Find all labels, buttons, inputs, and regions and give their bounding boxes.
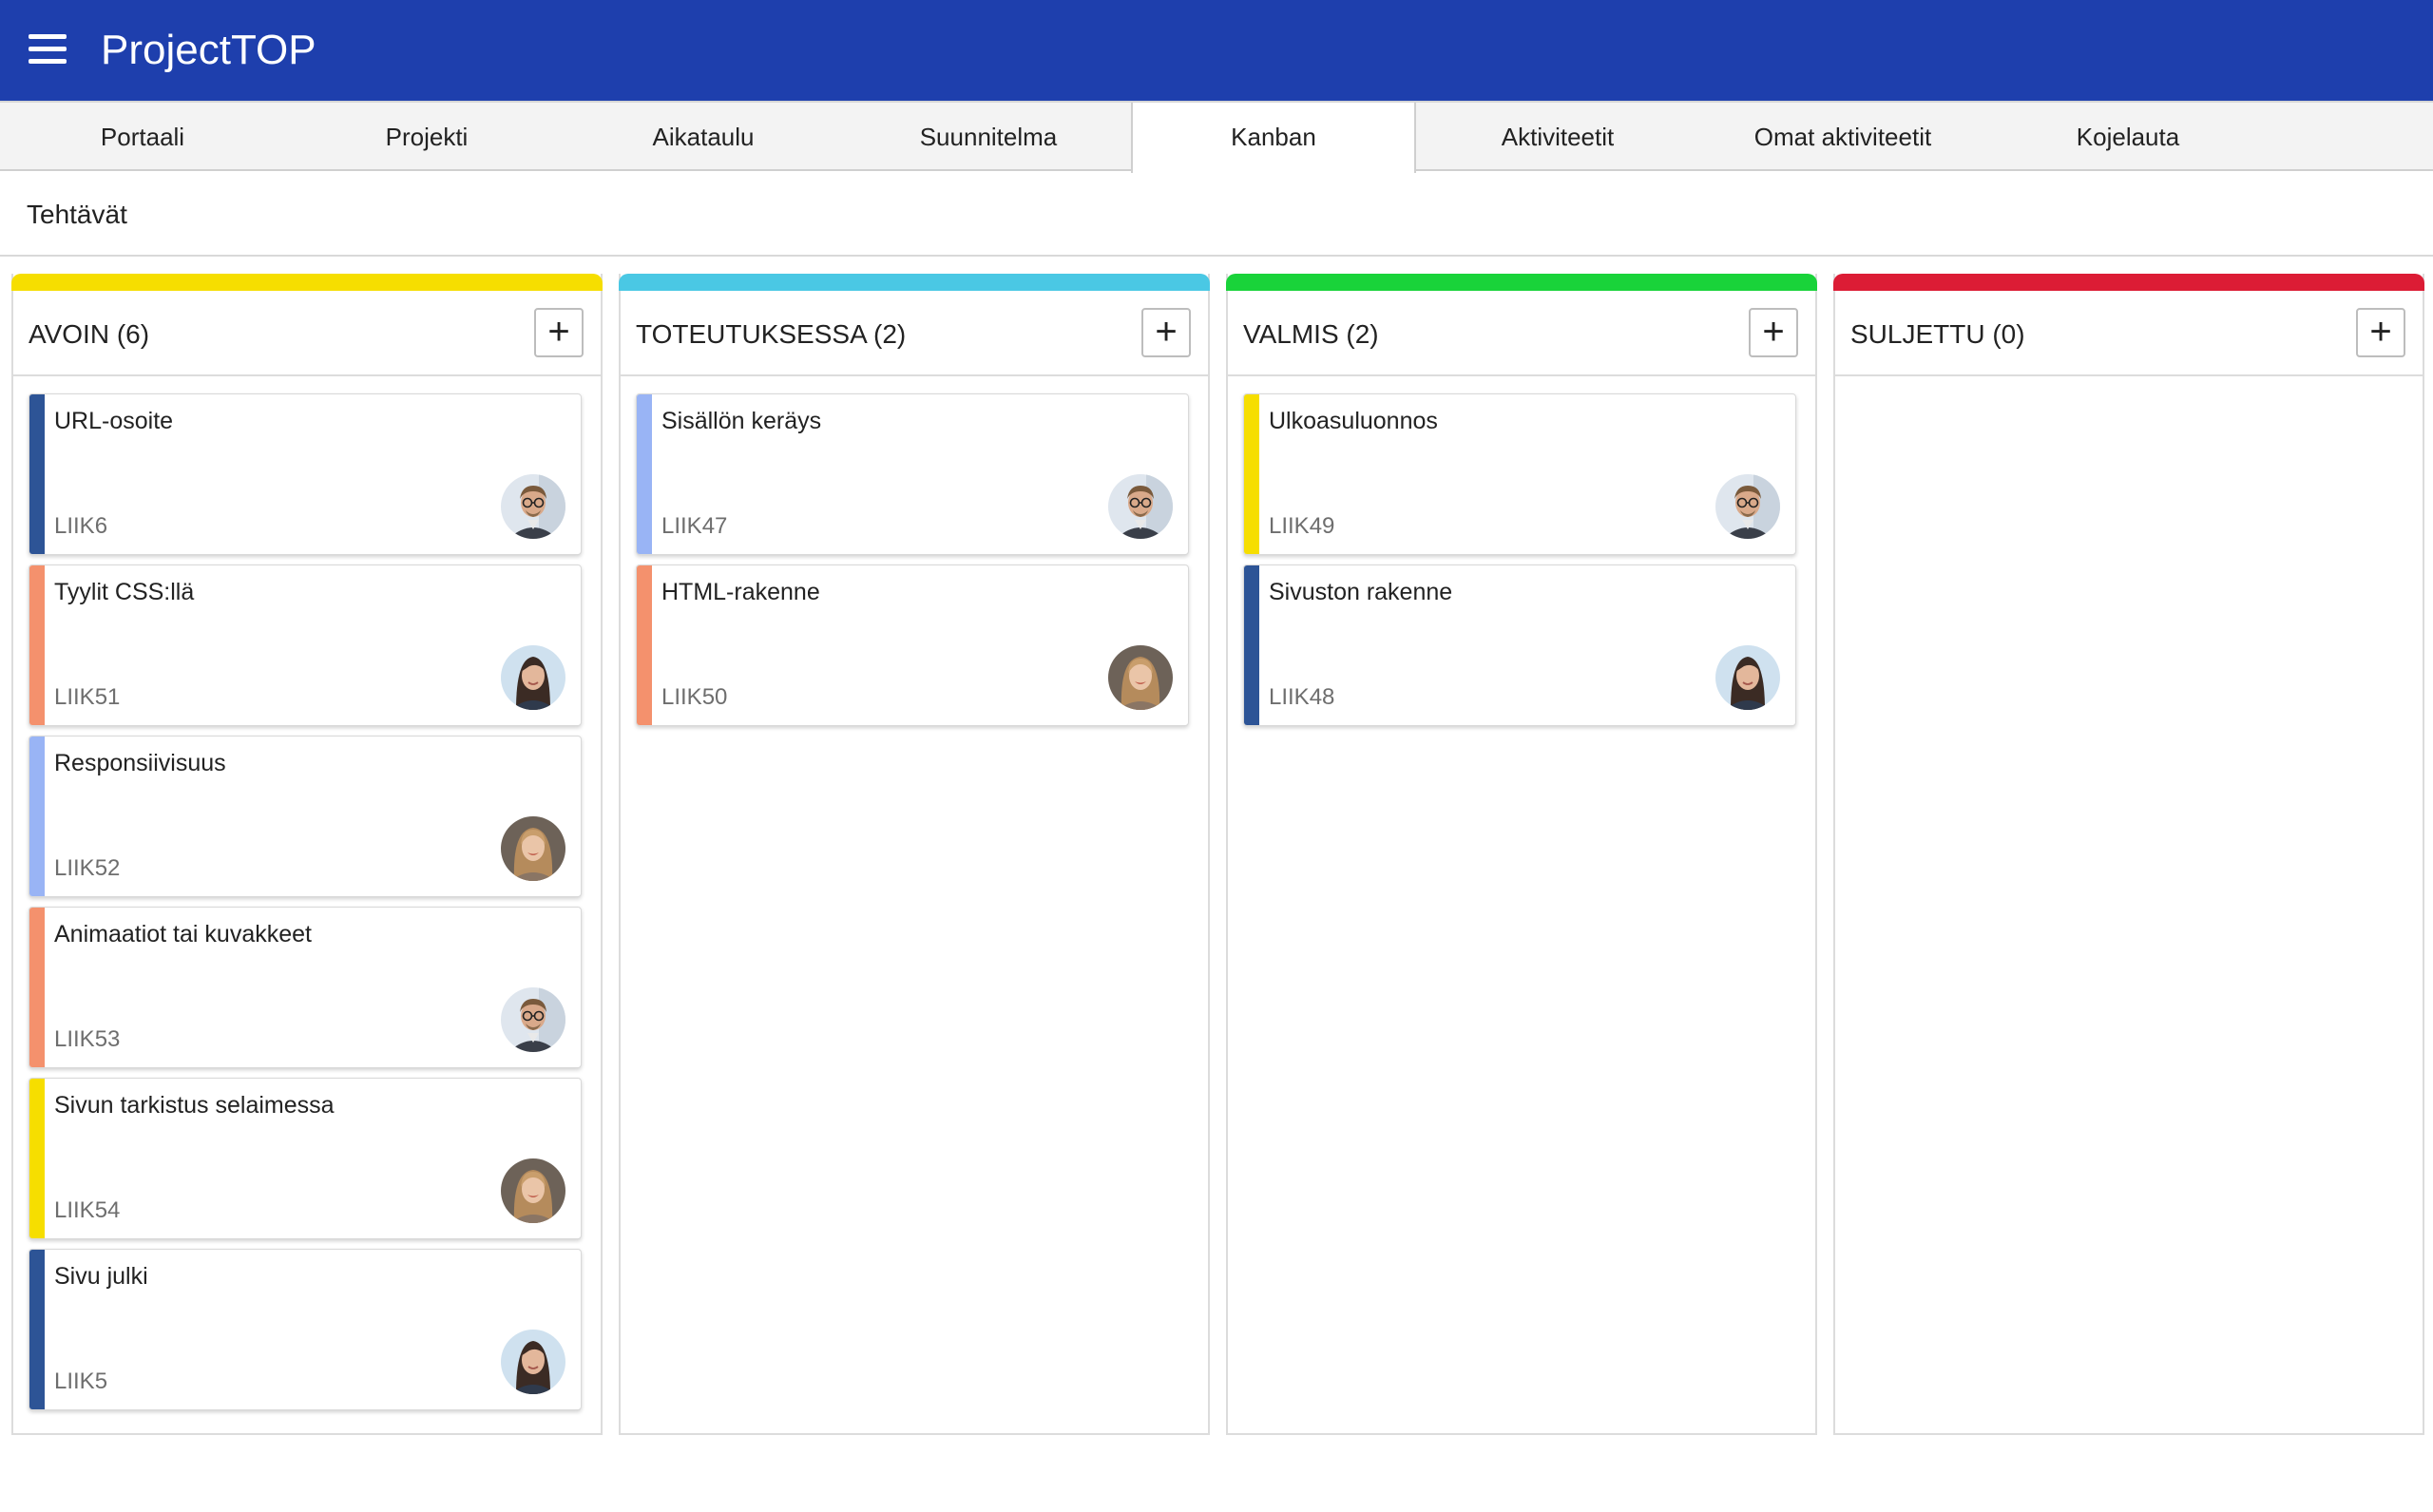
task-card[interactable]: Sivuston rakenne LIIK48 bbox=[1243, 565, 1796, 726]
card-list: Sisällön keräys LIIK47 HTML-rakenne LIIK50 bbox=[636, 393, 1189, 736]
tab-kojelauta[interactable]: Kojelauta bbox=[2076, 123, 2180, 151]
card-id: LIIK52 bbox=[54, 855, 121, 881]
card-title: Sivu julki bbox=[54, 1263, 148, 1290]
card-accent-bar bbox=[29, 737, 45, 896]
kanban-column-toteutuksessa: TOTEUTUKSESSA (2) + Sisällön keräys LIIK47 H… bbox=[619, 274, 1210, 1435]
column-color-stripe bbox=[619, 274, 1210, 291]
column-title: TOTEUTUKSESSA (2) bbox=[636, 319, 907, 349]
add-card-button[interactable]: + bbox=[534, 308, 584, 357]
task-card[interactable]: Responsiivisuus LIIK52 bbox=[29, 736, 582, 897]
assignee-avatar[interactable] bbox=[501, 474, 565, 539]
tab-projekti[interactable]: Projekti bbox=[385, 123, 469, 151]
task-card[interactable]: Animaatiot tai kuvakkeet LIIK53 bbox=[29, 907, 582, 1068]
column-header: SULJETTU (0) + bbox=[1835, 291, 2423, 376]
card-title: Animaatiot tai kuvakkeet bbox=[54, 921, 312, 947]
tab-bar: Portaali Projekti Aikataulu Suunnitelma … bbox=[0, 101, 2433, 173]
assignee-avatar[interactable] bbox=[1108, 474, 1173, 539]
card-id: LIIK51 bbox=[54, 684, 121, 710]
card-title: Sivuston rakenne bbox=[1269, 579, 1453, 605]
card-title: URL-osoite bbox=[54, 408, 174, 434]
column-color-stripe bbox=[1226, 274, 1817, 291]
card-accent-bar bbox=[1244, 565, 1259, 725]
card-title: Ulkoasuluonnos bbox=[1269, 408, 1438, 434]
tab-aikataulu[interactable]: Aikataulu bbox=[652, 123, 755, 151]
card-id: LIIK6 bbox=[54, 513, 108, 539]
card-id: LIIK5 bbox=[54, 1368, 108, 1394]
card-id: LIIK53 bbox=[54, 1026, 121, 1052]
tab-omat-aktiviteetit[interactable]: Omat aktiviteetit bbox=[1753, 123, 1932, 151]
app-title: ProjectTOP bbox=[101, 27, 316, 73]
tab-kanban[interactable]: Kanban bbox=[1131, 103, 1416, 173]
assignee-avatar[interactable] bbox=[501, 1330, 565, 1394]
task-card[interactable]: Sivun tarkistus selaimessa LIIK54 bbox=[29, 1078, 582, 1239]
assignee-avatar[interactable] bbox=[1108, 645, 1173, 710]
assignee-avatar[interactable] bbox=[501, 645, 565, 710]
add-card-button[interactable]: + bbox=[1749, 308, 1798, 357]
column-color-stripe bbox=[11, 274, 603, 291]
column-header: TOTEUTUKSESSA (2) + bbox=[621, 291, 1208, 376]
card-accent-bar bbox=[637, 565, 652, 725]
task-card[interactable]: Tyylit CSS:llä LIIK51 bbox=[29, 565, 582, 726]
task-card[interactable]: URL-osoite LIIK6 bbox=[29, 393, 582, 555]
column-title: SULJETTU (0) bbox=[1850, 319, 2025, 349]
assignee-avatar[interactable] bbox=[1715, 474, 1780, 539]
menu-icon[interactable] bbox=[29, 34, 67, 65]
tab-suunnitelma[interactable]: Suunnitelma bbox=[919, 123, 1058, 151]
assignee-avatar[interactable] bbox=[1715, 645, 1780, 710]
page-title: Tehtävät bbox=[27, 200, 127, 229]
card-title: Sisällön keräys bbox=[661, 408, 822, 434]
card-accent-bar bbox=[29, 394, 45, 554]
column-title: AVOIN (6) bbox=[29, 319, 150, 349]
kanban-column-suljettu: SULJETTU (0) + bbox=[1833, 274, 2424, 1435]
card-title: HTML-rakenne bbox=[661, 579, 820, 605]
kanban-column-avoin: AVOIN (6) + URL-osoite LIIK6 Tyylit CSS:llä L… bbox=[11, 274, 603, 1435]
card-id: LIIK50 bbox=[661, 684, 728, 710]
column-color-stripe bbox=[1833, 274, 2424, 291]
column-header: AVOIN (6) + bbox=[13, 291, 601, 376]
column-header: VALMIS (2) + bbox=[1228, 291, 1815, 376]
card-id: LIIK54 bbox=[54, 1197, 121, 1223]
section-divider bbox=[0, 255, 2433, 257]
assignee-avatar[interactable] bbox=[501, 987, 565, 1052]
card-title: Responsiivisuus bbox=[54, 750, 226, 776]
tab-aktiviteetit[interactable]: Aktiviteetit bbox=[1501, 123, 1615, 151]
add-card-button[interactable]: + bbox=[2356, 308, 2405, 357]
task-card[interactable]: Ulkoasuluonnos LIIK49 bbox=[1243, 393, 1796, 555]
card-list: URL-osoite LIIK6 Tyylit CSS:llä LIIK51 Respo… bbox=[29, 393, 582, 1420]
column-title: VALMIS (2) bbox=[1243, 319, 1379, 349]
assignee-avatar[interactable] bbox=[501, 816, 565, 881]
card-id: LIIK49 bbox=[1269, 513, 1335, 539]
app-header: ProjectTOP bbox=[0, 0, 2433, 101]
card-accent-bar bbox=[29, 1250, 45, 1409]
card-id: LIIK48 bbox=[1269, 684, 1335, 710]
task-card[interactable]: Sisällön keräys LIIK47 bbox=[636, 393, 1189, 555]
task-card[interactable]: Sivu julki LIIK5 bbox=[29, 1249, 582, 1410]
card-accent-bar bbox=[637, 394, 652, 554]
assignee-avatar[interactable] bbox=[501, 1158, 565, 1223]
card-title: Tyylit CSS:llä bbox=[54, 579, 195, 605]
kanban-column-valmis: VALMIS (2) + Ulkoasuluonnos LIIK49 Sivuston … bbox=[1226, 274, 1817, 1435]
card-list: Ulkoasuluonnos LIIK49 Sivuston rakenne LIIK… bbox=[1243, 393, 1796, 736]
add-card-button[interactable]: + bbox=[1141, 308, 1191, 357]
tab-portaali[interactable]: Portaali bbox=[100, 123, 185, 151]
card-accent-bar bbox=[29, 1079, 45, 1238]
card-accent-bar bbox=[29, 908, 45, 1067]
card-id: LIIK47 bbox=[661, 513, 728, 539]
card-accent-bar bbox=[1244, 394, 1259, 554]
card-title: Sivun tarkistus selaimessa bbox=[54, 1092, 335, 1119]
card-accent-bar bbox=[29, 565, 45, 725]
task-card[interactable]: HTML-rakenne LIIK50 bbox=[636, 565, 1189, 726]
